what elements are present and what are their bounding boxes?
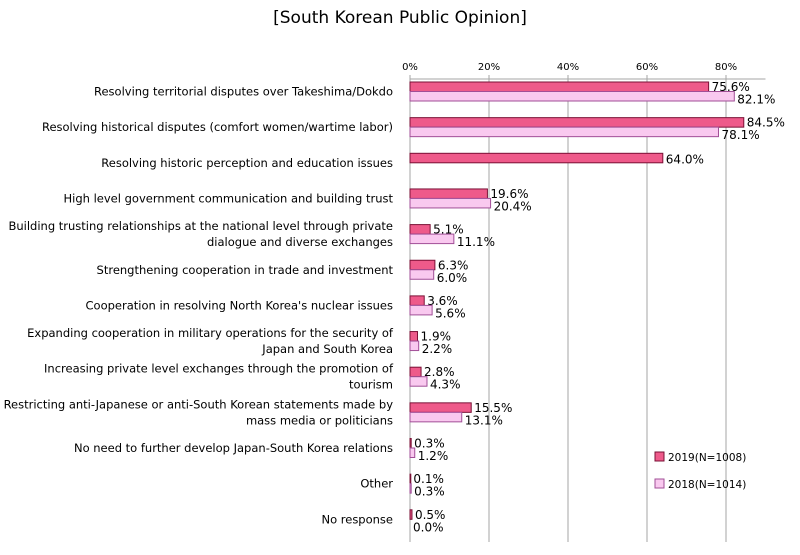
x-tick-label: 80% [715,62,737,73]
bar-2018 [409,411,463,423]
data-label-2019: 75.6% [712,80,750,94]
data-label-2019: 0.5% [415,508,446,522]
category-label: Resolving historic perception and educat… [101,156,393,170]
bar-2018 [409,304,433,316]
data-label-2019: 6.3% [438,258,469,272]
bar-2018 [409,447,416,458]
bar-2019 [409,152,664,164]
category-label: Japan and South Korea [261,342,393,356]
data-label-2018: 5.6% [435,306,466,320]
category-label: dialogue and diverse exchanges [207,235,393,249]
data-label-2019: 19.6% [490,187,528,201]
category-label: Restricting anti-Japanese or anti-South … [4,397,394,411]
chart-title: [South Korean Public Opinion] [273,8,527,28]
data-label-2018: 11.1% [457,235,495,249]
category-label: Building trusting relationships at the n… [8,219,393,233]
data-label-2018: 20.4% [494,199,532,213]
legend-label-2019: 2019(N=1008) [668,452,746,464]
bar-2018 [409,483,412,494]
bar-2019 [409,509,413,520]
bar-2018 [409,91,735,102]
data-label-2019: 0.1% [413,472,444,486]
data-label-2019: 84.5% [747,116,785,130]
bar-2019 [409,259,436,271]
x-tick-label: 40% [557,62,579,73]
data-label-2019: 1.9% [421,330,452,344]
data-label-2018: 1.2% [418,449,449,463]
category-label: Resolving territorial disputes over Take… [94,85,393,99]
bar-2018 [409,126,719,138]
x-tick-label: 0% [402,62,418,73]
bar-2019 [409,224,431,235]
data-label-2019: 5.1% [433,223,464,237]
category-label: No response [321,512,393,526]
x-tick-label: 60% [636,62,658,73]
x-tick-label: 20% [478,62,500,73]
legend-label-2018: 2018(N=1014) [668,479,746,491]
category-label: Expanding cooperation in military operat… [27,326,394,340]
data-label-2018: 82.1% [737,93,775,107]
category-label: Resolving historical disputes (comfort w… [42,120,393,134]
data-label-2018: 6.0% [437,271,468,285]
legend-swatch-2018 [654,478,665,489]
data-label-2018: 13.1% [465,413,503,427]
data-label-2019: 64.0% [666,152,704,166]
legend-swatch-2019 [654,451,665,462]
bar-2018 [409,197,492,209]
bar-2019 [409,438,412,449]
bar-2018 [409,233,455,245]
category-label: Increasing private level exchanges throu… [44,362,394,376]
bar-2019 [409,473,412,485]
data-label-2019: 2.8% [424,365,455,379]
bar-2019 [409,402,472,413]
category-label: No need to further develop Japan-South K… [74,441,393,455]
bar-2018 [409,269,435,280]
category-label: Strengthening cooperation in trade and i… [97,263,394,277]
data-label-2019: 15.5% [474,401,512,415]
category-label: Other [360,477,393,491]
data-label-2018: 0.0% [413,520,444,534]
data-label-2018: 2.2% [422,342,453,356]
bar-2019 [409,366,422,378]
category-label: Cooperation in resolving North Korea's n… [86,298,393,312]
category-label: tourism [349,378,393,392]
category-label: High level government communication and … [64,191,394,205]
bar-2019 [409,81,710,92]
data-label-2018: 4.3% [430,378,461,392]
bar-2018 [409,376,428,387]
data-label-2019: 3.6% [427,294,458,308]
bar-2019 [409,188,488,199]
category-label: mass media or politicians [246,413,393,427]
bar-2019 [409,295,425,306]
data-label-2019: 0.3% [414,437,445,451]
data-label-2018: 0.3% [414,485,445,499]
bar-2019 [409,117,745,128]
data-label-2018: 78.1% [721,128,759,142]
bar-2019 [409,331,419,342]
bar-2018 [409,340,420,352]
